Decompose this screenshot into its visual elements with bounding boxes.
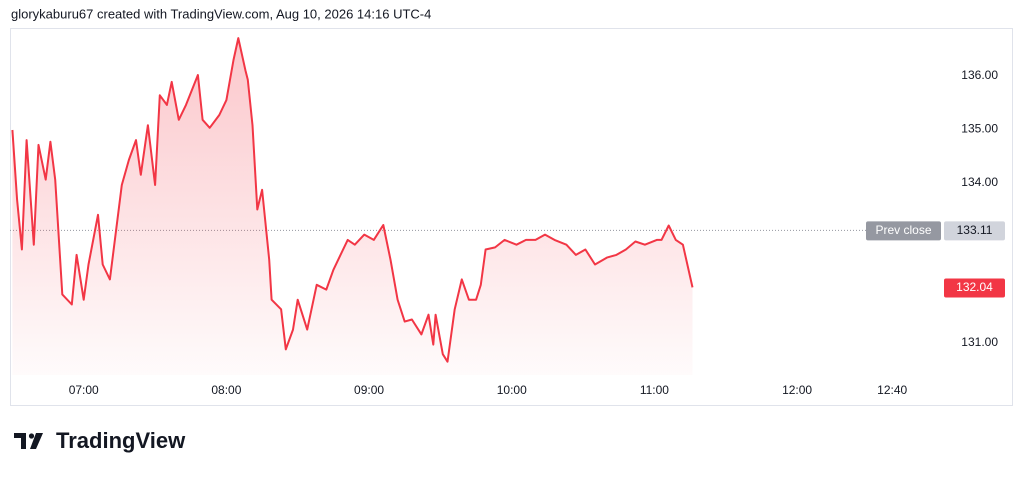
x-tick-label: 07:00 bbox=[69, 383, 99, 397]
x-tick-label: 12:00 bbox=[782, 383, 812, 397]
x-tick-label: 08:00 bbox=[211, 383, 241, 397]
brand-name: TradingView bbox=[56, 428, 186, 453]
prev-close-value-box bbox=[944, 221, 1005, 241]
x-tick-label: 09:00 bbox=[354, 383, 384, 397]
y-tick-label: 131.00 bbox=[961, 335, 998, 349]
prev-close-value: 133.11 bbox=[957, 223, 993, 237]
area bbox=[12, 38, 693, 375]
brand-logo bbox=[14, 433, 43, 449]
prev-close-label: Prev close bbox=[875, 223, 931, 237]
prev-close-tag bbox=[866, 221, 941, 241]
chart-title: glorykaburu67 created with TradingView.c… bbox=[11, 6, 431, 21]
y-tick-label: 135.00 bbox=[961, 122, 998, 136]
y-tick-label: 136.00 bbox=[961, 68, 998, 82]
x-tick-label: 10:00 bbox=[497, 383, 527, 397]
y-tick-label: 134.00 bbox=[961, 175, 998, 189]
price-line bbox=[11, 37, 694, 363]
last-price-label: 132.04 bbox=[956, 280, 993, 294]
x-tick-label: 12:40 bbox=[877, 383, 907, 397]
chart-frame bbox=[10, 28, 1013, 406]
x-tick-label: 11:00 bbox=[640, 383, 669, 397]
last-price-box bbox=[944, 278, 1005, 298]
